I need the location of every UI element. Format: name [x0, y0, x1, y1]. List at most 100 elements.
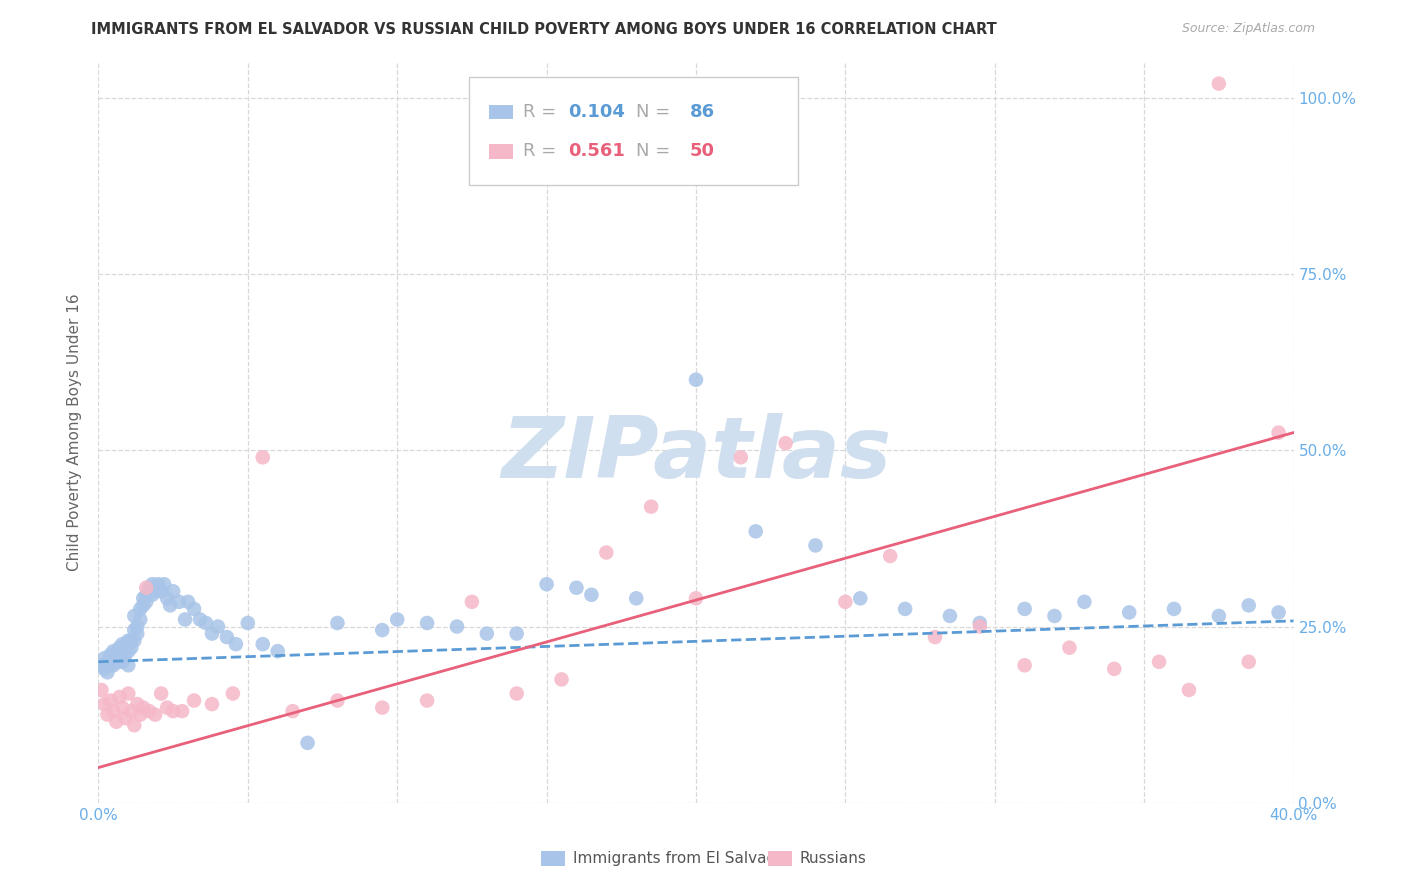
Point: [120, 640, 142, 655]
Point: [1104, 662, 1126, 676]
Point: [150, 584, 173, 599]
Point: [111, 644, 134, 658]
Point: [108, 655, 131, 669]
Point: [117, 633, 139, 648]
Point: [1073, 595, 1095, 609]
Point: [105, 648, 128, 662]
Point: [207, 619, 229, 633]
Point: [108, 690, 131, 704]
Point: [129, 602, 152, 616]
Point: [581, 588, 603, 602]
Point: [105, 714, 128, 729]
Point: [93, 651, 115, 665]
Point: [135, 595, 157, 609]
Point: [177, 595, 200, 609]
Text: N =: N =: [636, 103, 676, 121]
Point: [745, 524, 768, 539]
Point: [195, 615, 218, 630]
Point: [98, 658, 122, 673]
Point: [1237, 599, 1260, 613]
Point: [446, 619, 468, 633]
Point: [141, 577, 163, 591]
Point: [1208, 77, 1230, 91]
Point: [98, 648, 122, 662]
Point: [141, 588, 163, 602]
Point: [188, 612, 211, 626]
Point: [297, 736, 319, 750]
Point: [1147, 655, 1170, 669]
Point: [252, 450, 274, 465]
Point: [326, 615, 349, 630]
Point: [894, 602, 917, 616]
Point: [127, 697, 149, 711]
Point: [183, 693, 205, 707]
Point: [183, 602, 205, 616]
Point: [201, 626, 224, 640]
Point: [1267, 606, 1289, 620]
Point: [326, 693, 349, 707]
Text: R =: R =: [523, 103, 561, 121]
Point: [775, 436, 797, 450]
Point: [132, 591, 155, 606]
Point: [162, 584, 184, 599]
Point: [96, 665, 118, 680]
Point: [536, 577, 558, 591]
Point: [103, 644, 125, 658]
Text: R =: R =: [523, 143, 561, 161]
Point: [117, 644, 139, 658]
Point: [129, 707, 152, 722]
Point: [111, 637, 134, 651]
Point: [924, 630, 946, 644]
Text: Source: ZipAtlas.com: Source: ZipAtlas.com: [1181, 22, 1315, 36]
Point: [90, 658, 112, 673]
Point: [124, 623, 146, 637]
Text: 0.561: 0.561: [568, 143, 626, 161]
Point: [416, 615, 439, 630]
Point: [111, 655, 134, 669]
Text: 86: 86: [690, 103, 716, 121]
Point: [172, 704, 194, 718]
Point: [156, 591, 179, 606]
Point: [117, 658, 139, 673]
Point: [506, 686, 529, 700]
Point: [626, 591, 648, 606]
Point: [174, 612, 197, 626]
Point: [105, 651, 128, 665]
Point: [108, 640, 131, 655]
Point: [834, 595, 856, 609]
Point: [236, 615, 259, 630]
Text: Immigrants from El Salvador: Immigrants from El Salvador: [572, 851, 792, 866]
Point: [114, 648, 136, 662]
Point: [252, 637, 274, 651]
Point: [108, 644, 131, 658]
Point: [132, 599, 155, 613]
Point: [1014, 602, 1036, 616]
Point: [595, 545, 617, 559]
Text: 50: 50: [690, 143, 716, 161]
Point: [416, 693, 439, 707]
Point: [385, 612, 409, 626]
Point: [371, 700, 394, 714]
Point: [640, 500, 662, 514]
Point: [222, 686, 245, 700]
Point: [117, 686, 139, 700]
Point: [143, 584, 166, 599]
Point: [1014, 658, 1036, 673]
Point: [1059, 640, 1081, 655]
Point: [685, 591, 707, 606]
Point: [167, 595, 190, 609]
Point: [114, 711, 136, 725]
Point: [124, 633, 146, 648]
Point: [281, 704, 304, 718]
Point: [138, 704, 160, 718]
Point: [98, 693, 122, 707]
Text: ZIPatlas: ZIPatlas: [501, 413, 891, 496]
Point: [148, 577, 170, 591]
Point: [120, 633, 142, 648]
Point: [132, 700, 155, 714]
Point: [371, 623, 394, 637]
Point: [127, 619, 149, 633]
Bar: [541, 851, 565, 866]
Point: [969, 615, 991, 630]
Point: [225, 637, 247, 651]
